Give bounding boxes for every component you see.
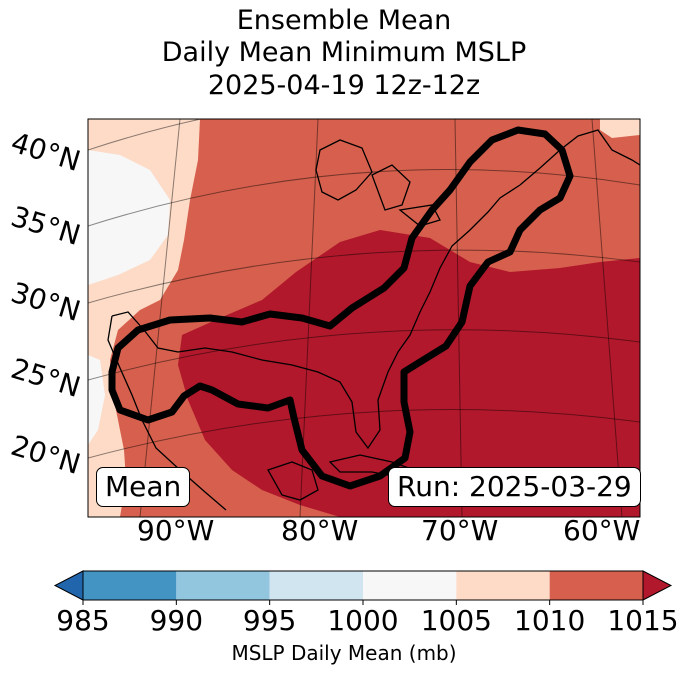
field-1015-plus bbox=[178, 230, 640, 517]
lat-line-40 bbox=[88, 119, 204, 151]
run-label-box: Run: 2025-03-29 bbox=[388, 467, 641, 507]
colorbar-tick-label-985: 985 bbox=[56, 604, 110, 637]
lon-label-70: 70°W bbox=[421, 514, 499, 547]
lat-line-35 bbox=[88, 169, 640, 227]
lon-label-80: 80°W bbox=[281, 514, 359, 547]
great-lakes bbox=[315, 139, 441, 227]
field-1005-1010-ne bbox=[600, 119, 640, 138]
colorbar-extend-under bbox=[53, 570, 84, 601]
field-1000-1005 bbox=[88, 150, 170, 285]
graticule bbox=[88, 119, 640, 517]
lon-line-60 bbox=[591, 119, 623, 517]
lat-line-25 bbox=[88, 329, 640, 381]
colorbar-bin-995 bbox=[269, 571, 363, 600]
colorbar-tick-label-990: 990 bbox=[149, 604, 204, 637]
colorbar-label: MSLP Daily Mean (mb) bbox=[231, 641, 457, 665]
colorbar-bin-1000 bbox=[363, 571, 457, 600]
colorbar bbox=[53, 570, 673, 605]
map-border bbox=[87, 118, 641, 518]
canada-east bbox=[519, 129, 640, 186]
colorbar-tick-label-1010: 1010 bbox=[514, 604, 586, 637]
lat-line-30 bbox=[88, 249, 640, 304]
lon-line-90 bbox=[139, 119, 181, 517]
colorbar-tick-label-1005: 1005 bbox=[420, 604, 492, 637]
colorbar-extend-over bbox=[642, 570, 673, 601]
lon-label-60: 60°W bbox=[563, 514, 641, 547]
title-line-2: Daily Mean Minimum MSLP bbox=[161, 37, 527, 68]
colorbar-tick-label-1000: 1000 bbox=[327, 604, 399, 637]
colorbar-bin-1005 bbox=[456, 571, 550, 600]
field-1000-1005-sw bbox=[88, 355, 105, 445]
colorbar-tick-label-995: 995 bbox=[242, 604, 297, 637]
lon-label-90: 90°W bbox=[137, 514, 215, 547]
colorbar-bin-990 bbox=[176, 571, 270, 600]
colorbar-bin-985 bbox=[83, 571, 177, 600]
yucatan bbox=[267, 461, 319, 501]
colorbar-bin-1010 bbox=[549, 571, 643, 600]
title-line-1: Ensemble Mean bbox=[236, 5, 452, 36]
mslp-contour bbox=[108, 126, 574, 490]
gulf-coast bbox=[111, 184, 521, 450]
mean-label-box: Mean bbox=[96, 467, 191, 507]
title-line-3: 2025-04-19 12z-12z bbox=[207, 70, 481, 101]
lat-line-20 bbox=[88, 409, 640, 459]
colorbar-tick-label-1015: 1015 bbox=[607, 604, 679, 637]
